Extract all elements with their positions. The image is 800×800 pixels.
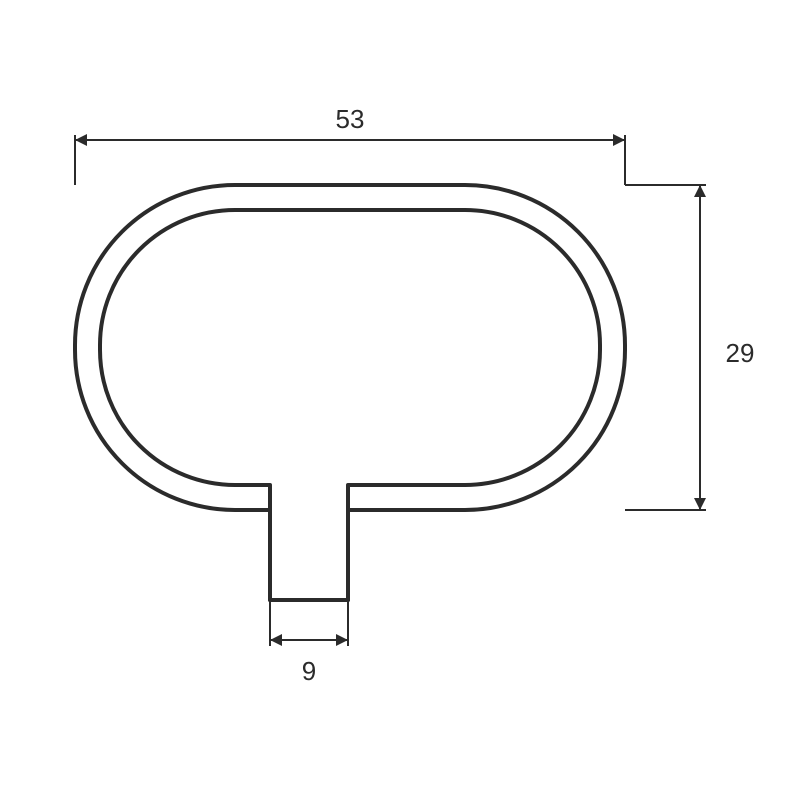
arrowhead-icon xyxy=(613,134,625,146)
dimension-label: 53 xyxy=(336,104,365,134)
dimension-label: 29 xyxy=(726,338,755,368)
arrowhead-icon xyxy=(75,134,87,146)
dimension-height: 29 xyxy=(625,185,754,510)
inner-outline xyxy=(100,210,600,600)
arrowhead-icon xyxy=(270,634,282,646)
part-outline xyxy=(75,185,625,600)
dimension-annotations: 53 29 9 xyxy=(75,104,754,686)
arrowhead-icon xyxy=(694,185,706,197)
arrowhead-icon xyxy=(694,498,706,510)
dimension-stem: 9 xyxy=(270,600,348,686)
arrowhead-icon xyxy=(336,634,348,646)
dimension-label: 9 xyxy=(302,656,316,686)
dimension-width: 53 xyxy=(75,104,625,185)
technical-drawing: 53 29 9 xyxy=(0,0,800,800)
